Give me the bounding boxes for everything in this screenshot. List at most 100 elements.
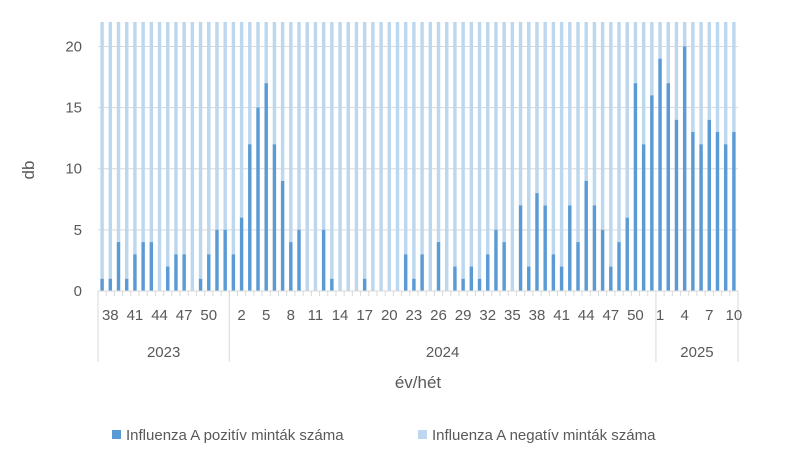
x-axis-title: év/hét (395, 373, 442, 392)
bar-negative (256, 22, 260, 108)
x-tick-label: 41 (127, 307, 144, 324)
bar-positive (321, 229, 326, 291)
x-tick-label: 8 (287, 307, 295, 324)
x-tick-label: 11 (308, 307, 324, 324)
bar-positive (207, 254, 211, 291)
bar-negative (403, 22, 408, 255)
bar-negative (198, 22, 203, 279)
bar-negative (625, 22, 629, 218)
x-tick-label: 50 (200, 307, 217, 324)
bar-positive (436, 242, 441, 291)
x-tick-label: 5 (262, 307, 270, 324)
bar-negative (609, 22, 613, 267)
bar-positive (732, 132, 736, 291)
bar-positive (682, 46, 687, 291)
x-tick-label: 47 (602, 307, 619, 324)
x-tick-label: 38 (529, 307, 546, 324)
x-axis (97, 290, 739, 362)
bar-positive (633, 83, 638, 292)
bar-positive (559, 266, 564, 291)
bar-negative (157, 22, 162, 291)
x-tick-label: 47 (176, 307, 193, 324)
bar-negative (584, 22, 588, 181)
bar-negative (707, 22, 712, 120)
bar-positive (231, 254, 236, 291)
x-tick-label: 50 (627, 307, 644, 324)
bar-negative (371, 22, 375, 291)
bar-negative (617, 22, 621, 243)
bar-negative (650, 22, 654, 96)
bar-negative (461, 22, 465, 279)
legend-swatch-negative (418, 430, 427, 439)
x-tick-label: 44 (151, 307, 168, 324)
bar-positive (248, 144, 252, 291)
bar-negative (600, 22, 605, 230)
x-tick-label: 38 (102, 307, 119, 324)
bar-negative (190, 22, 195, 291)
x-axis-year-labels: 2023 2024 2025 (147, 344, 714, 361)
bar-positive (600, 229, 605, 291)
bar-negative (469, 22, 474, 267)
x-tick-label: 23 (406, 307, 423, 324)
bar-negative (527, 22, 531, 267)
bar-positive (477, 278, 482, 291)
bar-positive (486, 254, 490, 291)
bar-negative (321, 22, 326, 230)
x-tick-label: 1 (656, 307, 664, 324)
bar-negative (699, 22, 703, 145)
bar-positive (133, 254, 137, 291)
bar-negative (510, 22, 515, 291)
y-tick-label: 10 (65, 161, 82, 178)
legend-label-positive: Influenza A pozitív minták száma (126, 427, 344, 444)
bar-positive (535, 193, 539, 291)
bar-positive (543, 205, 547, 291)
bar-negative (182, 22, 186, 255)
bar-negative (551, 22, 556, 255)
gridlines (98, 45, 738, 231)
bar-negative (354, 22, 359, 291)
bar-positive (715, 132, 720, 291)
bar-negative (682, 22, 687, 47)
bar-positive (502, 242, 506, 291)
bar-negative (691, 22, 695, 133)
bar-negative (486, 22, 490, 255)
bar-positive (174, 254, 178, 291)
bar-positive (518, 205, 523, 291)
x-tick-label: 41 (553, 307, 570, 324)
bar-negative (568, 22, 572, 206)
bar-positive (674, 119, 679, 292)
bar-positive (330, 278, 334, 291)
bar-negative (272, 22, 277, 145)
bar-positive (707, 119, 712, 292)
bar-positive (453, 266, 457, 291)
bar-positive (723, 144, 728, 291)
bar-positive (691, 132, 695, 291)
bar-positive (141, 242, 145, 291)
bar-negative (174, 22, 178, 255)
x-tick-label: 14 (332, 307, 349, 324)
x-tick-label: 20 (381, 307, 398, 324)
bar-negative (444, 22, 449, 291)
bar-negative (264, 22, 268, 84)
bar-negative (141, 22, 145, 243)
bar-negative (124, 22, 129, 279)
bar-positive (469, 266, 474, 291)
year-label: 2025 (680, 344, 713, 361)
bar-negative (239, 22, 244, 218)
bar-positive (297, 229, 301, 291)
bar-positive (527, 266, 531, 291)
bar-positive (280, 180, 285, 291)
bar-negative (100, 22, 104, 279)
x-tick-label: 29 (455, 307, 472, 324)
bars (100, 22, 736, 292)
bar-positive (625, 217, 629, 291)
bar-negative (428, 22, 433, 291)
bar-positive (699, 144, 703, 291)
bar-negative (559, 22, 564, 267)
bar-negative (477, 22, 482, 279)
bar-positive (420, 254, 424, 291)
bar-negative (133, 22, 137, 255)
bar-negative (305, 22, 309, 291)
bar-negative (502, 22, 506, 243)
bar-negative (732, 22, 736, 133)
